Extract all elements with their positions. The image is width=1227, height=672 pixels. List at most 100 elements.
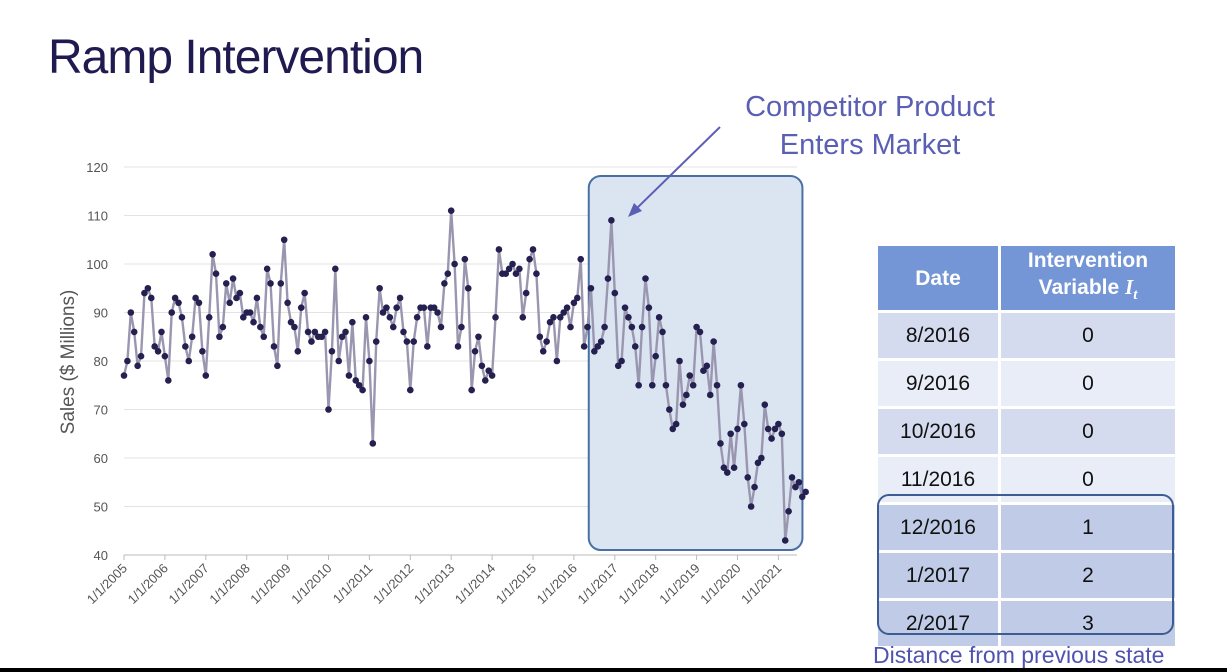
data-point bbox=[754, 459, 762, 467]
data-point bbox=[635, 381, 642, 389]
series-points bbox=[120, 207, 809, 544]
data-point bbox=[679, 401, 687, 408]
data-point bbox=[158, 328, 165, 336]
data-point bbox=[689, 381, 697, 389]
data-point bbox=[488, 372, 496, 379]
data-point bbox=[188, 333, 196, 341]
data-point bbox=[182, 343, 189, 350]
data-point bbox=[468, 386, 475, 394]
data-point bbox=[577, 255, 585, 263]
data-point bbox=[601, 323, 608, 331]
table-row: 2/2017 3 bbox=[878, 601, 1178, 650]
data-point bbox=[400, 328, 407, 336]
data-point bbox=[522, 289, 530, 297]
row-date: 10/2016 bbox=[878, 409, 1001, 458]
data-point bbox=[202, 372, 210, 379]
data-point bbox=[781, 537, 789, 544]
row-value: 0 bbox=[1001, 457, 1178, 506]
data-point bbox=[147, 294, 155, 302]
data-point bbox=[741, 420, 748, 428]
row-date: 8/2016 bbox=[878, 313, 1001, 362]
data-point bbox=[403, 338, 411, 345]
x-tick-label: 1/1/2015 bbox=[493, 561, 539, 607]
data-point bbox=[608, 217, 615, 224]
data-point bbox=[407, 386, 414, 394]
data-point bbox=[546, 318, 554, 326]
data-point bbox=[301, 289, 308, 297]
data-point bbox=[120, 372, 128, 379]
x-tick-label: 1/1/2016 bbox=[534, 561, 580, 607]
data-point bbox=[539, 348, 547, 355]
data-point bbox=[713, 381, 721, 389]
data-point bbox=[621, 304, 629, 311]
data-point bbox=[509, 260, 516, 268]
data-point bbox=[785, 508, 792, 515]
data-point bbox=[560, 309, 567, 316]
data-point bbox=[758, 454, 765, 462]
data-point bbox=[311, 328, 319, 336]
data-point bbox=[659, 328, 666, 336]
data-point bbox=[233, 294, 240, 302]
data-point bbox=[328, 348, 336, 355]
data-point bbox=[587, 284, 595, 292]
data-point bbox=[717, 440, 724, 447]
data-point bbox=[274, 362, 281, 370]
y-tick-label: 110 bbox=[87, 209, 108, 224]
data-point bbox=[366, 357, 373, 365]
data-point bbox=[543, 338, 550, 345]
data-point bbox=[393, 304, 400, 311]
data-point bbox=[512, 270, 520, 278]
data-point bbox=[775, 420, 782, 428]
data-point bbox=[287, 318, 295, 326]
data-point bbox=[618, 357, 625, 365]
data-point bbox=[737, 381, 745, 389]
data-point bbox=[638, 323, 646, 331]
data-point bbox=[778, 430, 786, 438]
data-point bbox=[185, 357, 193, 365]
data-point bbox=[648, 381, 656, 389]
data-point bbox=[338, 333, 346, 341]
data-point bbox=[222, 280, 230, 287]
data-point bbox=[495, 246, 503, 253]
data-point bbox=[553, 357, 561, 365]
x-tick-label: 1/1/2008 bbox=[206, 561, 252, 607]
data-point bbox=[655, 314, 663, 321]
data-point bbox=[710, 338, 717, 345]
data-point bbox=[628, 323, 636, 331]
row-value: 0 bbox=[1001, 409, 1178, 458]
annotation-arrow-icon bbox=[633, 126, 721, 212]
data-point bbox=[304, 328, 312, 336]
data-point bbox=[666, 406, 673, 413]
data-point bbox=[597, 338, 605, 345]
data-point bbox=[257, 323, 264, 331]
data-point bbox=[362, 314, 370, 321]
data-point bbox=[614, 362, 622, 370]
x-tick-label: 1/1/2019 bbox=[656, 561, 702, 607]
data-point bbox=[563, 304, 571, 311]
data-point bbox=[212, 270, 220, 278]
data-point bbox=[481, 377, 489, 384]
data-point bbox=[683, 391, 690, 399]
data-point bbox=[802, 488, 809, 496]
data-point bbox=[461, 255, 469, 263]
data-point bbox=[130, 328, 138, 336]
data-point bbox=[730, 464, 738, 472]
data-point bbox=[216, 333, 223, 341]
data-point bbox=[591, 348, 598, 355]
data-point bbox=[389, 323, 397, 331]
data-point bbox=[321, 328, 329, 336]
data-point bbox=[550, 314, 557, 321]
row-date: 11/2016 bbox=[878, 457, 1001, 506]
x-tick-label: 1/1/2006 bbox=[125, 561, 171, 607]
data-point bbox=[645, 304, 653, 311]
data-point bbox=[594, 343, 602, 350]
y-axis-label: Sales ($ Millions) bbox=[58, 290, 79, 435]
x-tick-label: 1/1/2010 bbox=[288, 561, 334, 607]
data-point bbox=[744, 474, 752, 481]
annotation-text: Competitor Product Enters Market bbox=[700, 88, 1040, 164]
header-intervention-line2: Variable bbox=[1038, 276, 1120, 299]
y-tick-label: 40 bbox=[94, 548, 108, 563]
data-point bbox=[485, 367, 492, 375]
data-point bbox=[747, 503, 755, 510]
data-point bbox=[533, 270, 540, 278]
